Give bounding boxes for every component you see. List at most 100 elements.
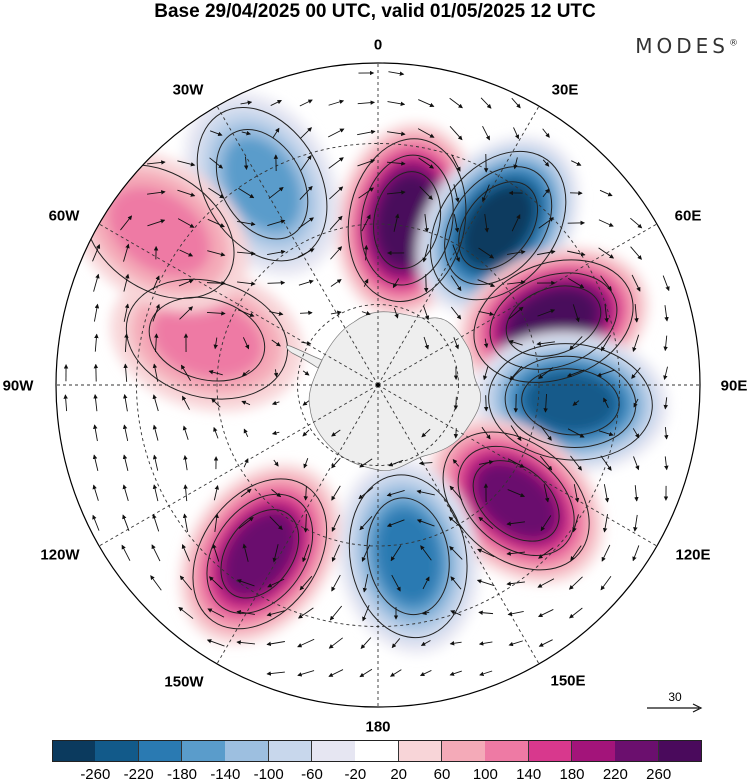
wind-arrow — [482, 366, 489, 381]
wind-arrow — [604, 304, 609, 323]
wind-arrow — [386, 161, 406, 166]
anomaly-contour-line — [521, 368, 620, 436]
lon-label-60e: 60E — [674, 207, 702, 225]
wind-arrow — [483, 395, 489, 412]
wind-arrow — [152, 394, 159, 412]
anomaly-contour-line — [505, 285, 602, 357]
colorbar-tick-label: 220 — [602, 766, 628, 783]
colorbar-tick-label: -260 — [80, 766, 111, 783]
wind-arrow — [329, 605, 343, 621]
wind-arrow — [451, 154, 461, 172]
wind-arrow — [478, 516, 494, 530]
wind-arrow — [297, 670, 315, 677]
wind-vectors — [63, 70, 670, 678]
lon-label-150w: 150W — [164, 673, 204, 691]
wind-arrow — [538, 639, 553, 647]
wind-arrow — [92, 244, 101, 262]
colorbar-tick-label: -20 — [344, 766, 367, 783]
wind-arrow — [566, 369, 585, 377]
wind-arrow — [147, 160, 166, 165]
wind-arrow — [572, 514, 579, 533]
polar-map — [55, 62, 701, 708]
map-title: Base 29/04/2025 00 UTC, valid 01/05/2025… — [154, 1, 596, 22]
wind-arrow — [328, 99, 345, 106]
wind-arrow — [297, 607, 314, 619]
colorbar-tick-label: -100 — [253, 766, 284, 783]
wind-arrow — [479, 670, 493, 676]
wind-arrow — [506, 521, 525, 526]
wind-arrow — [663, 335, 668, 352]
wind-arrow — [422, 576, 430, 590]
wind-arrow — [630, 217, 643, 229]
wind-arrow — [478, 641, 493, 646]
wind-arrow — [448, 516, 464, 530]
wind-arrow — [177, 160, 196, 167]
wind-arrow — [393, 307, 399, 319]
wind-arrow — [92, 454, 99, 471]
wind-arrow — [242, 337, 250, 350]
wind-arrow — [567, 250, 586, 257]
wind-arrow — [357, 159, 376, 167]
wind-arrow — [92, 514, 100, 531]
wind-arrow — [182, 425, 189, 440]
wind-arrow — [330, 279, 342, 287]
wind-arrow — [572, 304, 580, 323]
wind-arrow — [297, 638, 315, 648]
wind-arrow — [240, 488, 252, 498]
wind-arrow — [302, 400, 310, 406]
anomaly-contour-line — [192, 478, 328, 630]
wind-arrow — [238, 517, 254, 529]
wind-arrow — [212, 543, 220, 562]
anomaly-contour-line — [472, 460, 560, 542]
wind-arrow — [329, 186, 344, 200]
anomaly-contour-line — [366, 497, 450, 616]
anomaly-contour-fill — [524, 371, 617, 432]
wind-arrow — [331, 457, 341, 469]
wind-arrow — [478, 610, 494, 615]
colorbar-tick-label: -140 — [210, 766, 241, 783]
wind-arrow — [543, 393, 548, 413]
reference-arrow-icon — [647, 703, 703, 713]
wind-arrow — [419, 186, 433, 200]
wind-arrow — [209, 157, 224, 169]
wind-arrow — [508, 306, 524, 320]
wind-arrow — [392, 278, 400, 289]
reference-vector: 30 — [645, 690, 705, 720]
anomaly-contour-line — [458, 181, 539, 270]
wind-arrow — [327, 128, 345, 138]
wind-arrow — [124, 333, 129, 353]
colorbar-tick-label: -220 — [123, 766, 154, 783]
wind-arrow — [452, 244, 460, 263]
wind-arrow — [506, 551, 525, 556]
wind-arrow — [206, 311, 226, 316]
wind-arrow — [243, 428, 249, 438]
wind-arrow — [271, 339, 281, 347]
wind-arrow — [270, 100, 282, 106]
wind-arrow — [418, 460, 433, 466]
wind-arrow — [151, 544, 161, 562]
wind-arrow — [663, 397, 668, 410]
graticule — [56, 63, 700, 707]
colorbar-tick-label: -180 — [166, 766, 198, 783]
wind-arrow — [450, 576, 462, 590]
wind-arrow — [479, 460, 494, 465]
wind-arrow — [538, 217, 554, 229]
wind-arrow — [632, 428, 640, 439]
anomaly-contour-fill — [223, 512, 296, 596]
wind-arrow — [122, 484, 129, 502]
wind-arrow — [147, 219, 166, 227]
wind-arrow — [513, 127, 520, 140]
wind-arrow — [297, 248, 315, 258]
wind-arrow — [329, 215, 343, 230]
wind-arrow — [511, 214, 521, 232]
wind-arrow — [598, 219, 614, 227]
wind-arrow — [537, 249, 556, 256]
wind-arrow — [509, 365, 523, 381]
wind-arrow — [152, 275, 160, 291]
wind-arrow — [269, 311, 284, 316]
wind-arrow — [571, 160, 582, 166]
wind-arrow — [267, 249, 286, 256]
wind-arrow — [303, 513, 309, 533]
wind-arrow — [266, 610, 285, 617]
wind-arrow — [386, 190, 406, 195]
